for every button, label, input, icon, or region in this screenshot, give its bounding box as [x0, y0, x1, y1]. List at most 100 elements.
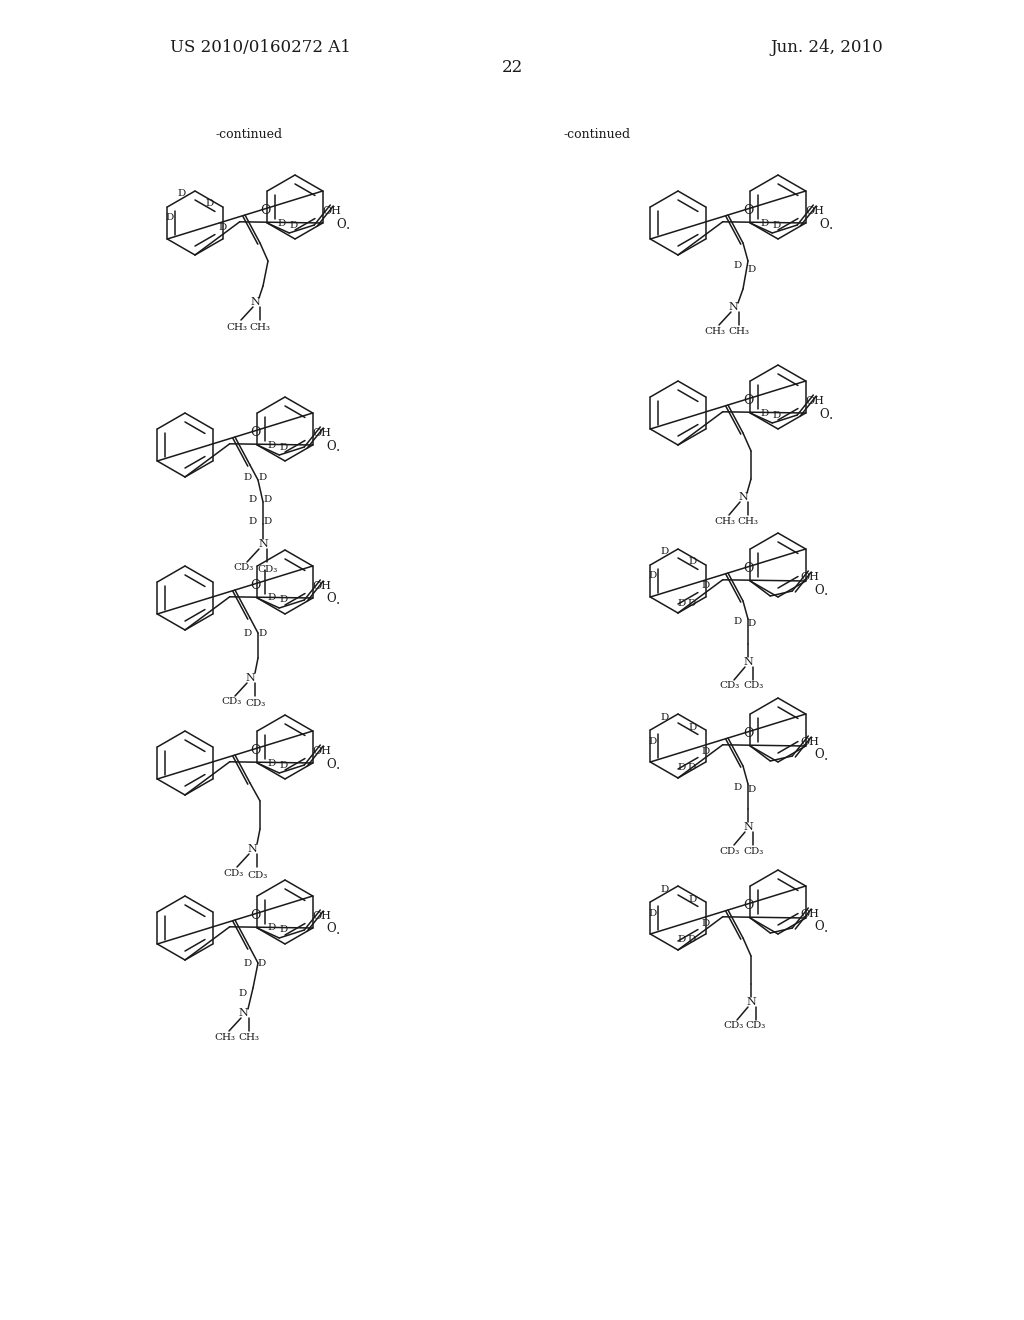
Text: D: D	[760, 408, 768, 417]
Text: D: D	[701, 919, 710, 928]
Text: D: D	[772, 220, 780, 230]
Text: .: .	[828, 408, 833, 422]
Text: CD₃: CD₃	[742, 846, 763, 855]
Text: D: D	[206, 199, 214, 209]
Text: O: O	[743, 562, 754, 576]
Text: D: D	[734, 618, 742, 627]
Text: 22: 22	[502, 59, 522, 77]
Text: O: O	[743, 203, 754, 216]
Text: D: D	[259, 628, 267, 638]
Text: D: D	[772, 411, 780, 420]
Text: D: D	[280, 442, 288, 451]
Text: CH₃: CH₃	[214, 1032, 236, 1041]
Text: CD₃: CD₃	[221, 697, 241, 706]
Text: N: N	[743, 822, 753, 832]
Text: .: .	[345, 218, 349, 232]
Text: CD₃: CD₃	[223, 869, 243, 878]
Text: O: O	[327, 758, 336, 771]
Text: OH: OH	[312, 911, 331, 921]
Text: D: D	[701, 582, 710, 590]
Text: US 2010/0160272 A1: US 2010/0160272 A1	[170, 40, 351, 57]
Text: D: D	[660, 548, 669, 557]
Text: D: D	[178, 190, 186, 198]
Text: CD₃: CD₃	[257, 565, 278, 574]
Text: D: D	[678, 936, 686, 945]
Text: CH₃: CH₃	[239, 1032, 259, 1041]
Text: O: O	[327, 923, 336, 936]
Text: N: N	[239, 1008, 248, 1018]
Text: D: D	[280, 760, 288, 770]
Text: OH: OH	[805, 396, 824, 407]
Text: O: O	[814, 748, 824, 762]
Text: O: O	[250, 744, 260, 756]
Text: CD₃: CD₃	[745, 1022, 766, 1031]
Text: D: D	[734, 783, 742, 792]
Text: D: D	[249, 495, 257, 503]
Text: D: D	[280, 595, 288, 605]
Text: OH: OH	[312, 746, 331, 756]
Text: D: D	[748, 264, 756, 273]
Text: -continued: -continued	[215, 128, 283, 141]
Text: N: N	[245, 673, 255, 682]
Text: O: O	[743, 393, 754, 407]
Text: D: D	[760, 219, 768, 227]
Text: CH₃: CH₃	[250, 322, 270, 331]
Text: O: O	[260, 203, 270, 216]
Text: D: D	[748, 619, 756, 628]
Text: D: D	[648, 908, 656, 917]
Text: D: D	[748, 784, 756, 793]
Text: .: .	[828, 218, 833, 232]
Text: O: O	[327, 440, 336, 453]
Text: N: N	[247, 843, 257, 854]
Text: N: N	[738, 492, 748, 502]
Text: D: D	[249, 516, 257, 525]
Text: D: D	[688, 557, 697, 566]
Text: O: O	[743, 727, 754, 741]
Text: D: D	[267, 441, 275, 450]
Text: D: D	[280, 925, 288, 935]
Text: CH₃: CH₃	[705, 326, 725, 335]
Text: CD₃: CD₃	[247, 870, 267, 879]
Text: D: D	[259, 473, 267, 482]
Text: O: O	[336, 218, 346, 231]
Text: D: D	[701, 747, 710, 755]
Text: OH: OH	[801, 909, 819, 919]
Text: CH₃: CH₃	[715, 516, 735, 525]
Text: .: .	[823, 921, 827, 935]
Text: CD₃: CD₃	[720, 846, 740, 855]
Text: .: .	[335, 758, 340, 772]
Text: CD₃: CD₃	[723, 1022, 743, 1031]
Text: D: D	[648, 737, 656, 746]
Text: N: N	[728, 302, 738, 312]
Text: D: D	[660, 713, 669, 722]
Text: O: O	[743, 899, 754, 912]
Text: O: O	[250, 426, 260, 438]
Text: D: D	[660, 884, 669, 894]
Text: Jun. 24, 2010: Jun. 24, 2010	[770, 40, 883, 57]
Text: CD₃: CD₃	[720, 681, 740, 690]
Text: D: D	[278, 219, 286, 227]
Text: D: D	[267, 924, 275, 932]
Text: OH: OH	[323, 206, 341, 216]
Text: -continued: -continued	[563, 128, 630, 141]
Text: D: D	[678, 598, 686, 607]
Text: CD₃: CD₃	[742, 681, 763, 690]
Text: D: D	[267, 594, 275, 602]
Text: D: D	[244, 473, 252, 482]
Text: CH₃: CH₃	[728, 326, 750, 335]
Text: .: .	[823, 748, 827, 763]
Text: OH: OH	[801, 737, 819, 747]
Text: D: D	[688, 936, 696, 945]
Text: OH: OH	[312, 428, 331, 438]
Text: D: D	[688, 598, 696, 607]
Text: D: D	[258, 958, 266, 968]
Text: D: D	[688, 722, 697, 731]
Text: O: O	[250, 579, 260, 591]
Text: O: O	[250, 909, 260, 921]
Text: CH₃: CH₃	[226, 322, 248, 331]
Text: D: D	[648, 572, 656, 581]
Text: D: D	[239, 989, 247, 998]
Text: D: D	[264, 516, 272, 525]
Text: D: D	[165, 214, 173, 223]
Text: N: N	[250, 297, 260, 308]
